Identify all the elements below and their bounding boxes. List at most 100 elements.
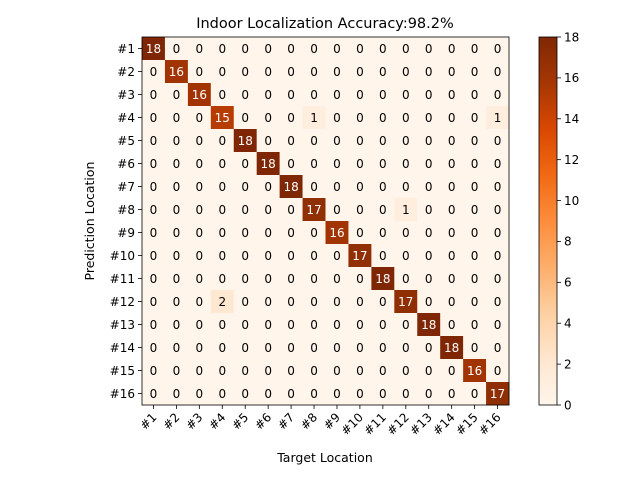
y-tick-label: #4 (117, 111, 135, 125)
heatmap-cell (233, 244, 257, 268)
cell-value-label: 0 (310, 295, 318, 309)
cell-value-label: 0 (196, 341, 204, 355)
cell-value-label: 0 (379, 295, 387, 309)
cell-value-label: 0 (310, 226, 318, 240)
cell-value-label: 0 (150, 226, 158, 240)
cell-value-label: 0 (310, 249, 318, 263)
cell-value-label: 0 (448, 272, 456, 286)
heatmap-cell (371, 198, 395, 222)
cell-value-label: 0 (241, 203, 249, 217)
cell-value-label: 0 (333, 134, 341, 148)
heatmap-cell (187, 60, 212, 84)
cell-value-label: 0 (448, 295, 456, 309)
heatmap-cell (142, 60, 166, 84)
cell-value-label: 0 (218, 341, 226, 355)
cell-value-label: 0 (264, 226, 272, 240)
cell-value-label: 18 (444, 341, 459, 355)
heatmap-cell (302, 359, 326, 383)
cell-value-label: 0 (425, 295, 433, 309)
heatmap-cell (348, 83, 372, 107)
cell-value-label: 0 (356, 88, 364, 102)
cell-value-label: 1 (310, 111, 318, 125)
heatmap-cell (394, 152, 418, 176)
cell-value-label: 0 (356, 272, 364, 286)
heatmap-cell (142, 244, 166, 268)
heatmap-cell (256, 198, 280, 222)
cell-value-label: 0 (471, 157, 479, 171)
cell-value-label: 17 (398, 295, 413, 309)
y-axis-label: Prediction Location (82, 162, 97, 281)
colorbar-tick-label: 10 (564, 194, 579, 208)
heatmap-cell (348, 336, 372, 360)
cell-value-label: 0 (196, 203, 204, 217)
heatmap-cell (256, 267, 280, 291)
cell-value-label: 0 (356, 203, 364, 217)
chart-title: Indoor Localization Accuracy:98.2% (196, 16, 454, 32)
heatmap-cell (164, 336, 189, 360)
heatmap-cell (417, 175, 441, 199)
cell-value-label: 0 (173, 318, 181, 332)
cell-value-label: 0 (333, 249, 341, 263)
cell-value-label: 0 (494, 364, 502, 378)
heatmap-cell (325, 221, 349, 245)
heatmap-cell (371, 290, 395, 314)
heatmap-cell (210, 129, 235, 153)
cell-value-label: 0 (173, 134, 181, 148)
cell-value-label: 0 (218, 203, 226, 217)
heatmap-cell (233, 152, 257, 176)
heatmap-cell (233, 198, 257, 222)
heatmap-cell (302, 267, 326, 291)
heatmap-cell (164, 129, 189, 153)
heatmap-cell (417, 37, 441, 61)
cell-value-label: 0 (241, 226, 249, 240)
cell-value-label: 0 (425, 387, 433, 401)
heatmap-cell (463, 290, 487, 314)
heatmap-cell (463, 129, 487, 153)
heatmap-cell (348, 267, 372, 291)
cell-value-label: 0 (356, 111, 364, 125)
cell-value-label: 0 (425, 272, 433, 286)
cell-value-label: 18 (146, 42, 161, 56)
heatmap-cell (463, 152, 487, 176)
cell-value-label: 0 (425, 157, 433, 171)
heatmap-cell (210, 359, 235, 383)
heatmap-cell (256, 382, 280, 406)
x-tick-label: #8 (298, 410, 320, 432)
heatmap-cell (371, 267, 395, 291)
cell-value-label: 0 (196, 364, 204, 378)
heatmap-cell (440, 129, 464, 153)
heatmap-cell (463, 37, 487, 61)
cell-value-label: 0 (173, 387, 181, 401)
heatmap-cell (486, 267, 510, 291)
cell-value-label: 0 (241, 249, 249, 263)
cell-value-label: 0 (333, 65, 341, 79)
heatmap-cell (302, 152, 326, 176)
cell-value-label: 0 (218, 387, 226, 401)
cell-value-label: 0 (425, 180, 433, 194)
cell-value-label: 0 (448, 134, 456, 148)
heatmap-cell (210, 175, 235, 199)
heatmap-cell (187, 152, 212, 176)
colorbar-tick-label: 4 (564, 317, 572, 331)
heatmap-cell (256, 37, 280, 61)
heatmap-cell (187, 221, 212, 245)
cell-value-label: 0 (356, 134, 364, 148)
cell-value-label: 0 (448, 111, 456, 125)
heatmap-cell (463, 221, 487, 245)
cell-value-label: 0 (173, 341, 181, 355)
heatmap-cell (187, 106, 212, 130)
cell-value-label: 0 (264, 180, 272, 194)
cell-value-label: 0 (310, 65, 318, 79)
cell-value-label: 0 (333, 364, 341, 378)
cell-value-label: 0 (218, 226, 226, 240)
heatmap-cell (394, 290, 418, 314)
heatmap-cell (210, 221, 235, 245)
colorbar-gradient (538, 36, 558, 406)
heatmap-cell (187, 198, 212, 222)
cell-value-label: 0 (218, 42, 226, 56)
cell-value-label: 0 (287, 341, 295, 355)
cell-value-label: 0 (173, 203, 181, 217)
heatmap-cell (164, 359, 189, 383)
cell-value-label: 0 (218, 157, 226, 171)
heatmap-cell (463, 313, 487, 337)
